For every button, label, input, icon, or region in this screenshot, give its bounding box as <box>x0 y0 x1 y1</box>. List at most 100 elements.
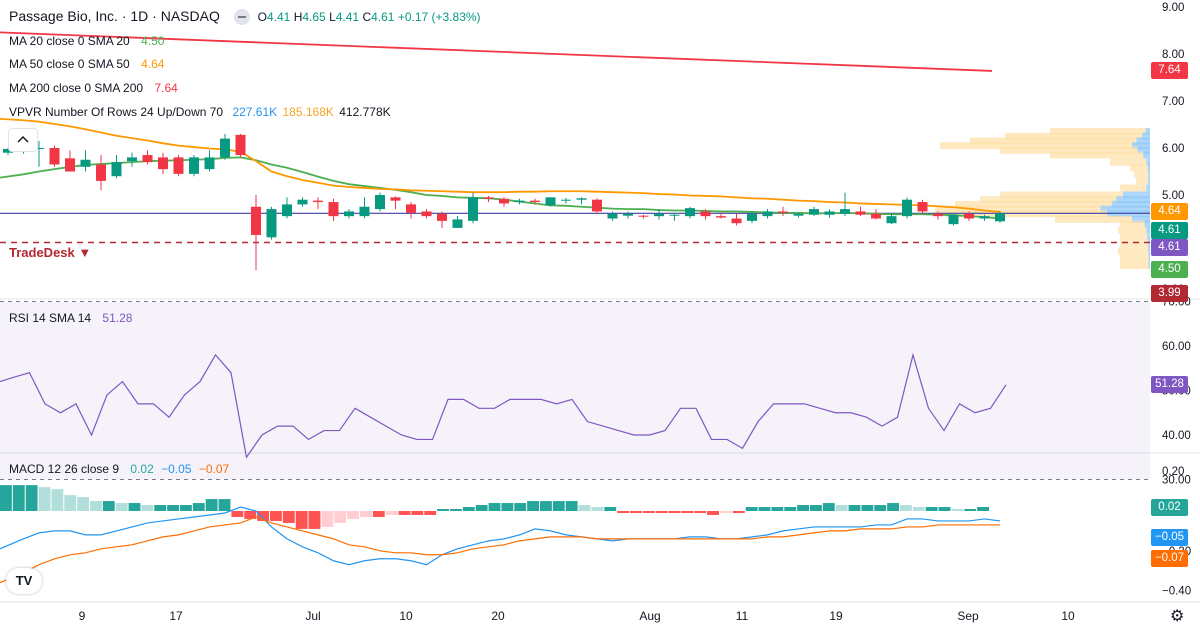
candle-body <box>964 213 974 219</box>
rsi-axis-tick: 30.00 <box>1162 475 1191 487</box>
vpvr-down-bar <box>980 196 1117 204</box>
legend-ma20[interactable]: MA 20 close 0 SMA 20 4.50 <box>9 34 164 48</box>
ohlc-open: 4.41 <box>266 10 291 24</box>
vpvr-up-bar <box>1100 205 1150 213</box>
candle-body <box>530 200 540 203</box>
macd-histogram-bar <box>488 503 501 511</box>
macd-histogram-bar <box>771 507 784 511</box>
macd-histogram-bar <box>732 511 745 513</box>
macd-histogram-bar <box>835 505 848 511</box>
ohlc-high: 4.65 <box>302 10 326 24</box>
candle-body <box>34 148 44 149</box>
macd-histogram-bar <box>617 511 629 513</box>
legend-macd[interactable]: MACD 12 26 close 9 0.02 −0.05 −0.07 <box>9 462 229 476</box>
legend-vpvr[interactable]: VPVR Number Of Rows 24 Up/Down 70 227.61… <box>9 105 391 119</box>
candle-body <box>545 197 556 206</box>
macd-histogram-bar <box>257 511 269 521</box>
macd-histogram-bar <box>0 485 12 511</box>
macd-histogram-bar <box>552 501 565 511</box>
macd-histogram-bar <box>462 507 475 511</box>
gear-icon[interactable]: ⚙ <box>1170 608 1185 625</box>
moving-average-line <box>0 31 993 72</box>
candle-body <box>669 214 680 216</box>
vpvr-down-bar <box>1120 254 1149 262</box>
x-axis-tick: 11 <box>736 609 749 623</box>
macd-histogram-bar <box>334 511 347 523</box>
macd-histogram-bar <box>887 503 899 511</box>
candle-body <box>638 215 649 217</box>
macd-histogram-bar <box>51 489 64 511</box>
tradingview-logo[interactable]: TV <box>6 568 42 594</box>
price-tag: 7.64 <box>1151 62 1188 80</box>
macd-histogram-bar <box>321 511 334 527</box>
candle-body <box>96 164 106 181</box>
vpvr-up-bar <box>1148 247 1150 255</box>
vpvr-up-bar <box>1146 226 1150 234</box>
macd-histogram-bar <box>411 511 424 515</box>
candle-body <box>902 199 912 217</box>
price-axis-tick: 7.00 <box>1162 96 1184 108</box>
macd-histogram-bar <box>64 495 77 511</box>
candle-body <box>65 158 75 172</box>
macd-histogram-bar <box>90 501 102 511</box>
candle-body <box>251 206 261 235</box>
rsi-line <box>0 352 1007 459</box>
vpvr-up-bar <box>1147 164 1150 172</box>
chevron-up-icon <box>17 135 29 143</box>
legend-vpvr-up: 227.61K <box>232 105 278 119</box>
ohlc-close: 4.61 <box>371 10 395 24</box>
candle-body <box>747 213 757 221</box>
legend-vpvr-down: 185.168K <box>282 105 334 119</box>
legend-ma200[interactable]: MA 200 close 0 SMA 200 7.64 <box>9 81 178 95</box>
rsi-axis-tick: 60.00 <box>1162 341 1191 353</box>
vpvr-down-bar <box>1130 164 1148 172</box>
macd-line <box>0 506 1001 566</box>
candle-body <box>282 204 292 217</box>
candle-body <box>328 202 339 217</box>
macd-histogram-bar <box>758 507 771 511</box>
price-tag: 4.64 <box>1151 203 1188 221</box>
rsi-axis-tick: 40.00 <box>1162 430 1191 442</box>
vpvr-up-bar <box>1132 142 1150 150</box>
vpvr-down-bar <box>1118 226 1147 234</box>
candle-body <box>793 213 804 216</box>
macd-histogram-bar <box>437 509 449 511</box>
vpvr-down-bar <box>970 137 1137 145</box>
vpvr-down-bar <box>1120 240 1148 248</box>
vpvr-up-bar <box>1141 132 1150 140</box>
macd-histogram-bar <box>475 505 488 511</box>
legend-ma50[interactable]: MA 50 close 0 SMA 50 4.64 <box>9 57 164 71</box>
candle-body <box>142 155 153 163</box>
price-pane[interactable] <box>0 31 1150 271</box>
macd-histogram-bar <box>450 509 462 511</box>
macd-axis-tick: −0.40 <box>1162 586 1191 598</box>
legend-ma20-label: MA 20 close 0 SMA 20 <box>9 34 130 48</box>
moving-average-line <box>0 117 1001 213</box>
vpvr-up-bar <box>1123 191 1150 199</box>
candle-body <box>375 195 385 210</box>
macd-histogram-bar <box>591 507 604 511</box>
candle-body <box>871 213 881 219</box>
candle-body <box>979 216 990 219</box>
collapse-indicators-button[interactable] <box>8 128 38 152</box>
vpvr-up-bar <box>1148 177 1150 185</box>
price-axis-tick: 6.00 <box>1162 143 1184 155</box>
collapse-legend-icon[interactable] <box>233 9 250 26</box>
vpvr-down-bar <box>940 142 1132 150</box>
legend-rsi[interactable]: RSI 14 SMA 14 51.28 <box>9 311 132 325</box>
candle-body <box>778 211 788 213</box>
tradedesk-annotation[interactable]: TradeDesk ▼ <box>9 245 92 260</box>
candle-body <box>576 198 587 200</box>
legend-vpvr-total: 412.778K <box>339 105 391 119</box>
macd-histogram-bar <box>925 507 938 511</box>
legend-ma50-label: MA 50 close 0 SMA 50 <box>9 57 130 71</box>
candle-body <box>685 208 695 217</box>
macd-histogram-bar <box>810 505 822 511</box>
macd-pane[interactable] <box>0 485 1001 584</box>
vpvr-down-bar <box>1120 233 1148 241</box>
rsi-pane[interactable] <box>0 301 1150 480</box>
candle-body <box>344 211 354 217</box>
vpvr-down-bar <box>1118 247 1149 255</box>
vpvr-down-bar <box>1000 191 1123 199</box>
